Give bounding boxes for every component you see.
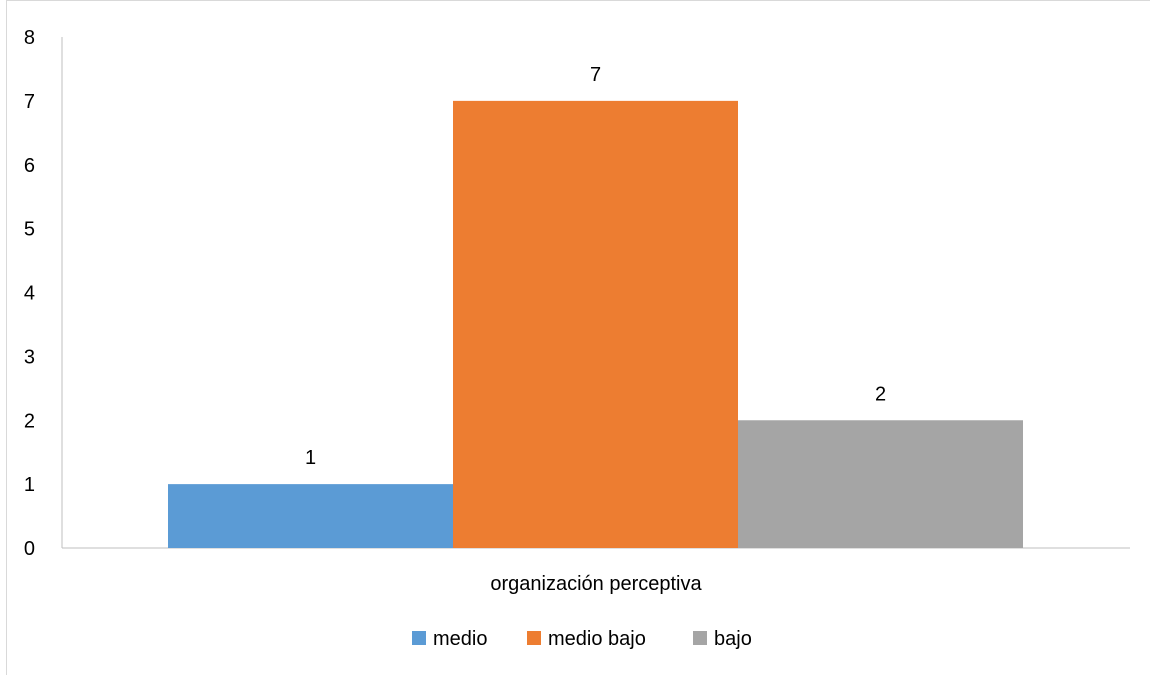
legend-label: medio [433,628,487,650]
x-category-label: organización perceptiva [490,573,702,595]
y-tick-label: 2 [24,410,35,432]
bar-data-label: 7 [590,64,601,86]
y-tick-label: 1 [24,474,35,496]
y-tick-label: 8 [24,27,35,49]
bar-data-label: 1 [305,447,316,469]
legend-label: medio bajo [548,628,646,650]
y-tick-label: 3 [24,346,35,368]
legend-label: bajo [714,628,752,650]
bars [168,101,1023,548]
y-tick-label: 5 [24,219,35,241]
bar-data-label: 2 [875,383,886,405]
y-tick-label: 6 [24,155,35,177]
bar [453,101,738,548]
legend-swatch [412,631,426,645]
bar [738,420,1023,548]
legend: medio medio bajo bajo [412,628,752,650]
y-tick-label: 4 [24,283,35,305]
bar [168,484,453,548]
legend-swatch [527,631,541,645]
y-tick-label: 0 [24,538,35,560]
legend-swatch [693,631,707,645]
y-tick-labels: 0 1 2 3 4 5 6 7 8 [24,27,35,560]
y-tick-label: 7 [24,91,35,113]
